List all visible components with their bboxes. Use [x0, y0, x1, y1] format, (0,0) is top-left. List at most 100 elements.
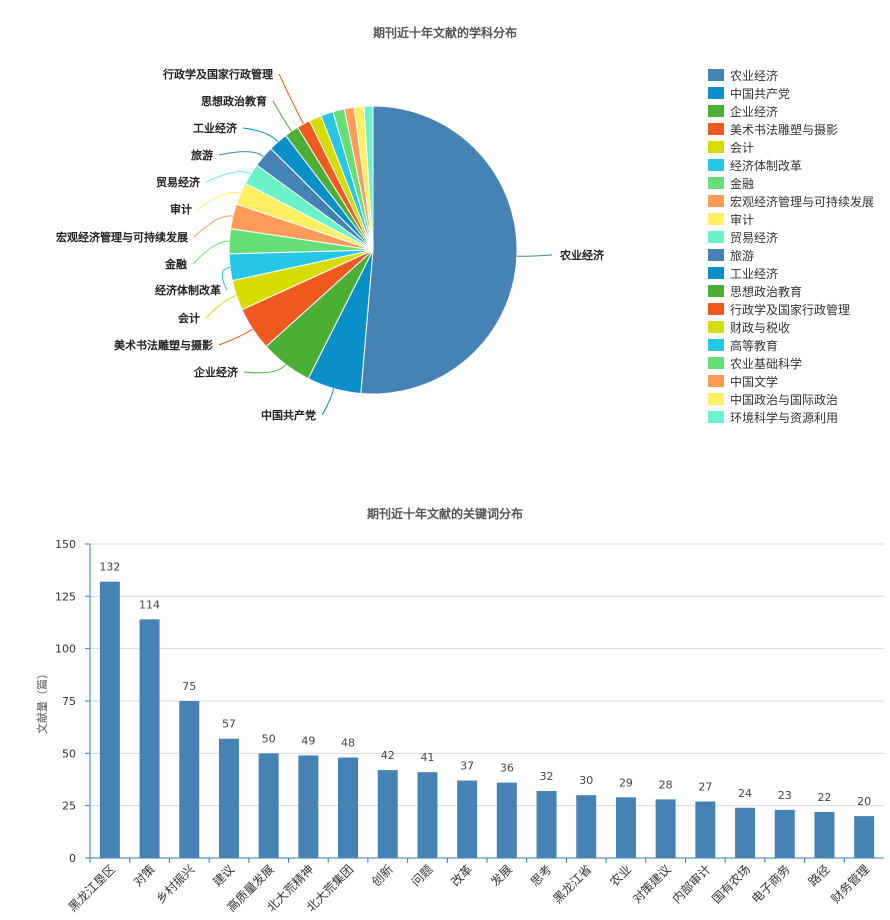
pie-label-line-11: [218, 151, 264, 157]
x-tick-label: 发展: [487, 862, 515, 890]
legend-label: 会计: [730, 140, 755, 155]
legend-item[interactable]: 农业经济: [708, 66, 874, 84]
bar-value-label: 30: [579, 774, 593, 787]
bar-value-label: 28: [659, 778, 673, 791]
bar[interactable]: [298, 755, 319, 858]
legend-item[interactable]: 行政学及国家行政管理: [708, 300, 874, 318]
legend-item[interactable]: 环境科学与资源利用: [708, 408, 874, 426]
bar[interactable]: [99, 581, 120, 858]
pie-slice-label: 农业经济: [559, 248, 605, 262]
pie-slice-label: 美术书法雕塑与摄影: [114, 338, 213, 352]
legend-item[interactable]: 工业经济: [708, 264, 874, 282]
legend-item[interactable]: 旅游: [708, 246, 874, 264]
legend-label: 中国共产党: [730, 86, 791, 101]
bar-value-label: 57: [222, 718, 236, 731]
bar[interactable]: [814, 811, 835, 858]
legend-label: 企业经济: [730, 104, 779, 119]
y-tick-label: 25: [62, 800, 76, 813]
bar[interactable]: [377, 770, 398, 858]
legend-label: 农业基础科学: [730, 356, 803, 371]
bar[interactable]: [139, 619, 160, 858]
bar-value-label: 37: [460, 760, 474, 773]
pie-slice-label: 经济体制改革: [155, 283, 221, 297]
pie-slice-20[interactable]: [363, 105, 374, 251]
legend-swatch: [708, 321, 724, 333]
bar[interactable]: [417, 772, 438, 858]
bar[interactable]: [218, 738, 239, 858]
pie-label-line-4: [218, 328, 253, 346]
pie-slice-label: 贸易经济: [156, 175, 201, 189]
bar[interactable]: [457, 780, 478, 858]
legend-swatch: [708, 267, 724, 279]
legend-item[interactable]: 思想政治教育: [708, 282, 874, 300]
pie-slice-1[interactable]: [360, 105, 518, 395]
x-tick-label: 乡村振兴: [154, 862, 198, 906]
legend-swatch: [708, 375, 724, 387]
pie-label-line-10: [205, 171, 251, 183]
legend-item[interactable]: 农业基础科学: [708, 354, 874, 372]
legend-swatch: [708, 285, 724, 297]
legend-item[interactable]: 金融: [708, 174, 874, 192]
y-axis-label: 文献量（篇）: [35, 668, 49, 734]
legend-item[interactable]: 经济体制改革: [708, 156, 874, 174]
bar-value-label: 32: [540, 770, 554, 783]
legend-swatch: [708, 249, 724, 261]
pie-slice-label: 企业经济: [193, 365, 239, 379]
legend-swatch: [708, 411, 724, 423]
x-tick-label: 国有农场: [709, 862, 753, 906]
legend-item[interactable]: 中国文学: [708, 372, 874, 390]
x-tick-label: 创新: [368, 862, 396, 890]
pie-slice-label: 宏观经济管理与可持续发展: [56, 230, 189, 244]
pie-label-line-3: [243, 364, 287, 374]
pie-slice-label: 会计: [178, 311, 200, 325]
legend-label: 高等教育: [730, 338, 779, 353]
legend-label: 美术书法雕塑与摄影: [730, 122, 839, 137]
x-tick-label: 黑龙江省: [551, 862, 595, 906]
bar[interactable]: [536, 791, 557, 858]
legend-item[interactable]: 高等教育: [708, 336, 874, 354]
legend-item[interactable]: 财政与税收: [708, 318, 874, 336]
legend-item[interactable]: 中国政治与国际政治: [708, 390, 874, 408]
legend-swatch: [708, 231, 724, 243]
x-tick-label: 路径: [805, 862, 833, 890]
bar[interactable]: [576, 795, 597, 858]
bar-value-label: 49: [301, 734, 315, 747]
x-tick-label: 改革: [448, 862, 475, 889]
legend-item[interactable]: 企业经济: [708, 102, 874, 120]
bar-value-label: 27: [698, 780, 712, 793]
x-tick-label: 黑龙江垦区: [66, 862, 118, 914]
legend-item[interactable]: 贸易经济: [708, 228, 874, 246]
legend-item[interactable]: 美术书法雕塑与摄影: [708, 120, 874, 138]
bar-value-label: 75: [182, 680, 196, 693]
pie-legend[interactable]: 农业经济中国共产党企业经济美术书法雕塑与摄影 会计 经济体制改革 金融 宏观经济管理与可…: [708, 66, 874, 426]
bar-value-label: 41: [420, 751, 434, 764]
legend-item[interactable]: 审计: [708, 210, 874, 228]
legend-item[interactable]: 中国共产党: [708, 84, 874, 102]
bar[interactable]: [179, 701, 200, 858]
bar[interactable]: [854, 816, 875, 858]
bar[interactable]: [695, 801, 716, 858]
bar[interactable]: [615, 797, 636, 858]
legend-label: 贸易经济: [730, 230, 779, 245]
y-tick-label: 50: [62, 747, 76, 760]
legend-label: 工业经济: [730, 266, 779, 281]
pie-slice-label: 工业经济: [193, 121, 238, 135]
pie-slice-label: 行政学及国家行政管理: [162, 67, 273, 81]
bar[interactable]: [258, 753, 279, 858]
x-tick-label: 对策: [131, 862, 158, 889]
bar[interactable]: [338, 757, 359, 858]
bar[interactable]: [735, 807, 756, 858]
legend-item[interactable]: 会计: [708, 138, 874, 156]
bar[interactable]: [655, 799, 676, 858]
legend-swatch: [708, 303, 724, 315]
pie-label-line-14: [278, 73, 304, 125]
legend-item[interactable]: 宏观经济管理与可持续发展: [708, 192, 874, 210]
legend-swatch: [708, 123, 724, 135]
bar[interactable]: [496, 782, 517, 858]
legend-swatch: [708, 87, 724, 99]
legend-swatch: [708, 195, 724, 207]
x-tick-label: 思考: [528, 862, 555, 889]
legend-swatch: [708, 393, 724, 405]
bar[interactable]: [774, 809, 795, 858]
